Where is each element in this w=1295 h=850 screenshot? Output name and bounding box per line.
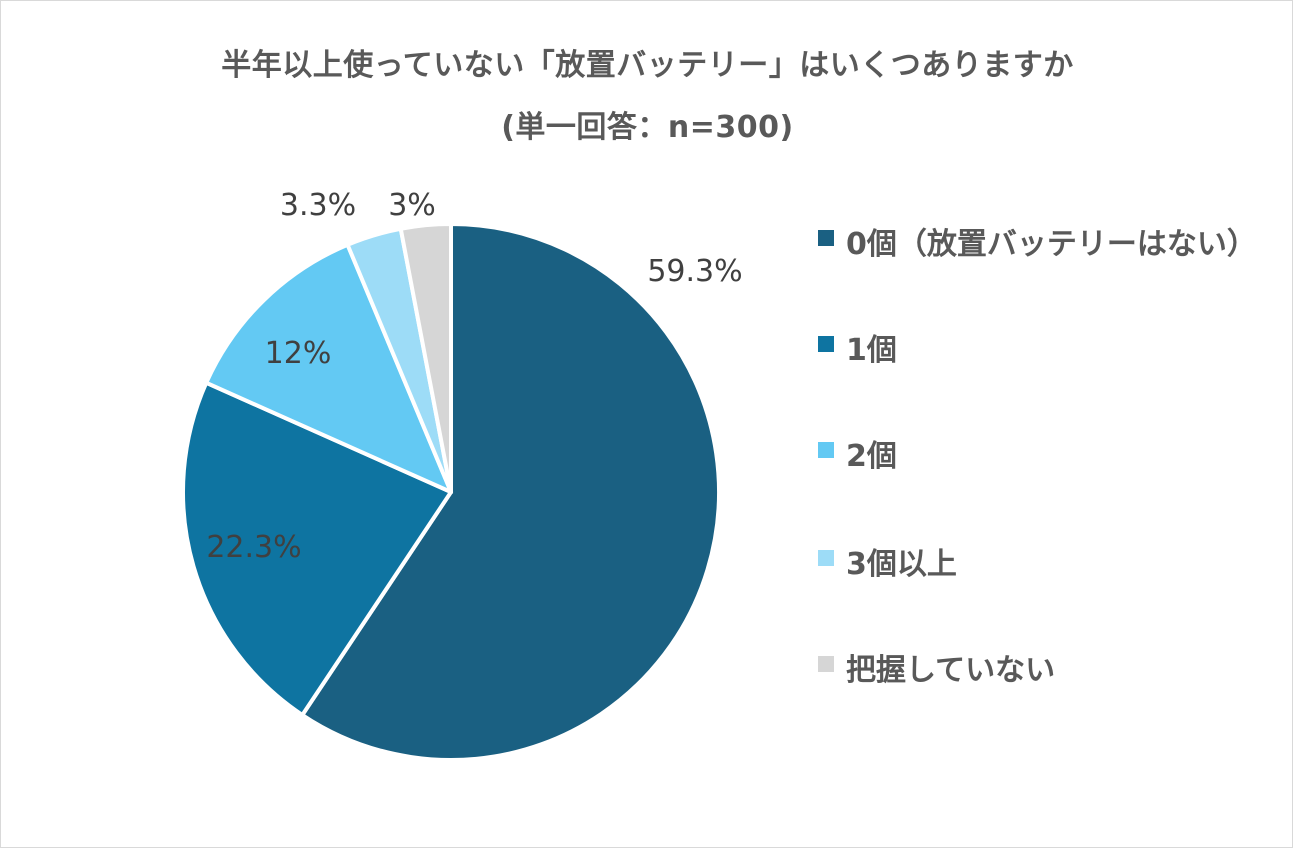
legend-label-1: 1個 xyxy=(846,333,897,368)
pie-slice-2 xyxy=(204,242,453,494)
legend-swatch-1 xyxy=(818,336,834,352)
data-label-4: 3% xyxy=(388,188,436,223)
pie-slice-1 xyxy=(181,380,453,717)
legend-swatch-2 xyxy=(818,442,834,458)
legend-swatch-3 xyxy=(818,550,834,566)
legend-swatch-0 xyxy=(818,230,834,246)
legend-label-0: 0個（放置バッテリーはない） xyxy=(846,227,1257,262)
legend-item-1: 1個 xyxy=(818,324,1246,377)
legend-label-2: 2個 xyxy=(846,439,897,474)
legend-item-3: 3個以上 xyxy=(818,538,1246,591)
chart-title: 半年以上使っていない「放置バッテリー」はいくつありますか xyxy=(221,48,1074,83)
chart-subtitle: (単一回答：n=300) xyxy=(501,110,794,145)
pie-slices xyxy=(181,222,721,762)
legend-label-3: 3個以上 xyxy=(846,547,957,582)
data-label-2: 12% xyxy=(265,336,332,371)
data-label-0: 59.3% xyxy=(647,254,742,289)
legend-item-4: 把握していない xyxy=(818,644,1246,697)
data-label-3: 3.3% xyxy=(280,188,356,223)
legend-swatch-4 xyxy=(818,656,834,672)
data-label-1: 22.3% xyxy=(206,530,301,565)
legend-item-2: 2個 xyxy=(818,430,1246,483)
legend-item-0: 0個（放置バッテリーはない） xyxy=(818,218,1257,271)
legend-label-4: 把握していない xyxy=(846,653,1056,688)
pie-slice-4 xyxy=(398,222,453,494)
pie-slice-0 xyxy=(300,222,721,762)
pie-data-labels: 59.3% 22.3% 12% 3.3% 3% xyxy=(206,188,742,565)
